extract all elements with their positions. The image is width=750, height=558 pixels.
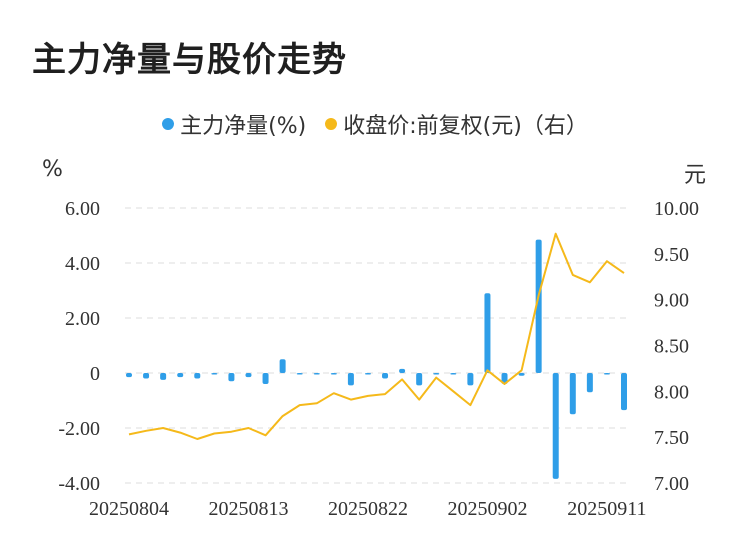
- x-tick-label: 20250911: [567, 498, 646, 520]
- legend-dot-yellow-icon: [325, 118, 338, 130]
- bar: [313, 373, 320, 375]
- bar: [177, 373, 184, 378]
- bar: [347, 373, 354, 386]
- bar: [621, 373, 627, 411]
- bar: [382, 373, 389, 379]
- y-left-tick-label: 0: [90, 363, 100, 385]
- bar: [467, 373, 474, 386]
- bar: [143, 373, 150, 379]
- bar: [330, 373, 337, 375]
- legend: 主力净量(%) 收盘价:前复权(元)（右）: [0, 108, 750, 140]
- bar: [228, 373, 235, 382]
- bar: [245, 373, 252, 378]
- bar: [126, 373, 132, 378]
- legend-label-net-flow: 主力净量(%): [180, 114, 307, 139]
- bar: [160, 373, 167, 380]
- legend-dot-blue-icon: [162, 118, 175, 130]
- right-axis-unit: 元: [684, 163, 707, 188]
- bar: [364, 373, 371, 375]
- x-tick-label: 20250902: [447, 498, 527, 520]
- bar: [416, 373, 423, 386]
- y-left-tick-label: -4.00: [58, 473, 100, 495]
- bar: [399, 368, 406, 373]
- bar: [194, 373, 201, 379]
- legend-item-close-price[interactable]: 收盘价:前复权(元)（右）: [325, 108, 588, 140]
- bar: [552, 373, 559, 479]
- bar: [603, 373, 610, 375]
- y-right-tick-label: 10.00: [654, 198, 699, 220]
- bar: [569, 373, 576, 415]
- y-right-tick-label: 8.00: [654, 381, 689, 403]
- legend-label-close-price: 收盘价:前复权(元)（右）: [343, 114, 588, 139]
- price-line: [128, 232, 625, 440]
- left-axis-unit: %: [42, 157, 63, 182]
- chart-title: 主力净量与股价走势: [32, 40, 347, 80]
- bar: [279, 359, 286, 373]
- y-left-tick-label: 6.00: [65, 198, 100, 220]
- x-tick-label: 20250822: [328, 498, 408, 520]
- y-right-tick-label: 9.50: [654, 244, 689, 266]
- y-right-tick-label: 7.50: [654, 427, 689, 449]
- bar: [296, 373, 303, 375]
- y-right-tick-label: 7.00: [654, 473, 689, 495]
- y-left-tick-label: 4.00: [65, 253, 100, 275]
- bar: [211, 373, 218, 375]
- bar: [450, 373, 457, 375]
- bar: [484, 293, 491, 373]
- x-tick-label: 20250813: [208, 498, 288, 520]
- x-tick-label: 20250804: [89, 498, 169, 520]
- y-left-tick-label: 2.00: [65, 308, 100, 330]
- y-right-tick-label: 9.00: [654, 290, 689, 312]
- bar: [535, 239, 542, 373]
- legend-item-net-flow[interactable]: 主力净量(%): [162, 108, 306, 140]
- y-right-tick-label: 8.50: [654, 336, 689, 358]
- bar: [433, 373, 440, 375]
- y-left-tick-label: -2.00: [58, 418, 100, 440]
- bar: [586, 373, 593, 393]
- bar: [518, 373, 525, 376]
- bar: [262, 373, 269, 384]
- bar: [501, 373, 508, 384]
